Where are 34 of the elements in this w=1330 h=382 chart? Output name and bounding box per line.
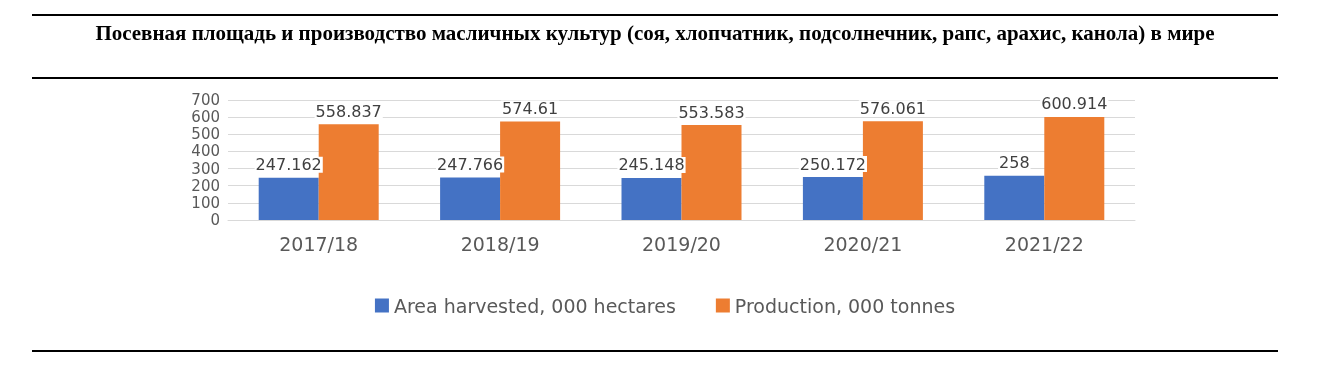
x-tick-label: 2021/22 — [1004, 232, 1084, 255]
data-label: 558.837 — [315, 101, 382, 121]
bar — [500, 121, 561, 220]
bar — [440, 177, 501, 220]
data-label: 258 — [999, 153, 1030, 173]
bar — [621, 177, 682, 220]
chart-title: Посевная площадь и производство масличных культур (соя, хлопчатник, подсолнечник, рапс, арахис, канола) в мире — [94, 20, 1216, 47]
y-tick-label: 300 — [191, 159, 220, 178]
y-tick-label: 400 — [191, 142, 220, 161]
x-tick-label: 2019/20 — [642, 232, 721, 255]
x-tick-label: 2020/21 — [823, 232, 903, 255]
legend-label: Area harvested, 000 hectares — [393, 294, 676, 317]
data-label: 576.061 — [859, 98, 926, 118]
x-tick-label: 2018/19 — [460, 232, 540, 255]
data-label: 245.148 — [618, 155, 685, 175]
data-label: 574.61 — [502, 99, 559, 118]
y-tick-label: 700 — [191, 91, 220, 109]
y-tick-label: 100 — [191, 193, 220, 212]
y-tick-label: 600 — [191, 108, 220, 127]
bar — [1044, 116, 1105, 220]
data-label: 247.766 — [437, 155, 504, 175]
x-tick-label: 2017/18 — [279, 232, 359, 255]
y-tick-label: 200 — [191, 176, 220, 195]
data-label: 247.162 — [255, 155, 322, 175]
data-label: 553.583 — [678, 102, 745, 122]
y-tick-label: 500 — [191, 125, 220, 144]
y-tick-label: 0 — [210, 211, 220, 229]
legend-label: Production, 000 tonnes — [734, 294, 956, 317]
data-label: 250.172 — [799, 154, 866, 174]
bar — [984, 175, 1045, 220]
data-label: 600.914 — [1041, 94, 1108, 114]
bar — [318, 124, 379, 220]
bar — [258, 177, 319, 220]
bar — [802, 177, 863, 220]
